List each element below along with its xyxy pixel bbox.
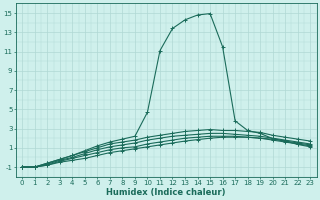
X-axis label: Humidex (Indice chaleur): Humidex (Indice chaleur) <box>107 188 226 197</box>
